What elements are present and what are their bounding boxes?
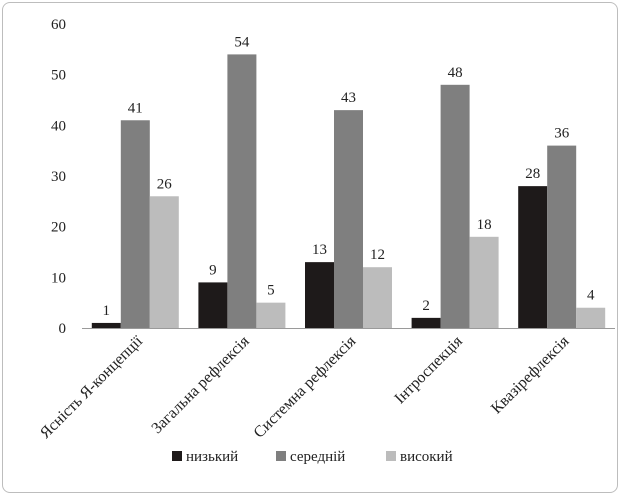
data-label: 1 [103, 303, 111, 319]
category-label: Інтроспекція [391, 332, 466, 407]
bar-низький-1 [198, 282, 228, 328]
data-label: 41 [128, 100, 143, 116]
legend-swatch [172, 451, 182, 461]
bar-середній-0 [120, 120, 150, 329]
bar-високий-0 [149, 196, 179, 328]
y-tick-label: 0 [59, 321, 67, 337]
data-label: 12 [370, 247, 385, 263]
legend-label: високий [400, 449, 453, 465]
chart-frame [2, 2, 618, 493]
bar-середній-2 [334, 110, 363, 328]
bar-високий-4 [576, 307, 606, 328]
legend: низький середній високий [172, 449, 453, 465]
data-label: 18 [477, 217, 492, 233]
legend-label: середній [290, 449, 345, 465]
bar-високий-3 [469, 236, 499, 328]
y-tick-label: 40 [51, 118, 66, 134]
y-tick-label: 50 [51, 68, 66, 84]
data-label: 54 [234, 34, 250, 50]
bars-group [91, 54, 606, 329]
y-tick-label: 20 [51, 220, 66, 236]
bar-низький-4 [518, 186, 548, 328]
data-labels-group: 1 41 26 9 54 5 13 43 12 2 48 18 28 36 4 [103, 34, 595, 319]
category-label: Ясність Я-концепції [37, 332, 147, 442]
category-label: Загальна рефлексія [148, 332, 253, 437]
y-tick-label: 60 [51, 17, 66, 33]
bar-високий-2 [363, 267, 392, 328]
category-labels-group: Ясність Я-концепції Загальна рефлексіяСис… [37, 332, 573, 442]
data-label: 4 [587, 288, 595, 304]
data-label: 26 [157, 176, 173, 192]
data-label: 28 [525, 166, 540, 182]
y-tick-label: 30 [51, 169, 66, 185]
data-label: 9 [209, 262, 217, 278]
legend-swatch [276, 451, 286, 461]
data-label: 2 [422, 298, 430, 314]
y-axis: 0 10 20 30 40 50 60 [51, 17, 615, 337]
data-label: 13 [312, 242, 327, 258]
category-label: Системна рефлексія [251, 332, 360, 441]
y-tick-label: 10 [51, 270, 66, 286]
data-label: 36 [554, 126, 570, 142]
bar-низький-2 [305, 262, 334, 328]
bar-середній-4 [547, 145, 577, 328]
data-label: 48 [448, 65, 463, 81]
legend-label: низький [186, 449, 238, 465]
bar-низький-0 [91, 322, 121, 328]
bar-середній-1 [227, 54, 257, 329]
bar-високий-1 [256, 302, 286, 328]
bar-середній-3 [440, 84, 470, 328]
data-label: 5 [267, 283, 275, 299]
category-label: Квазірефлексія [488, 332, 573, 417]
data-label: 43 [341, 90, 356, 106]
legend-swatch [386, 451, 396, 461]
bar-низький-3 [411, 317, 441, 328]
